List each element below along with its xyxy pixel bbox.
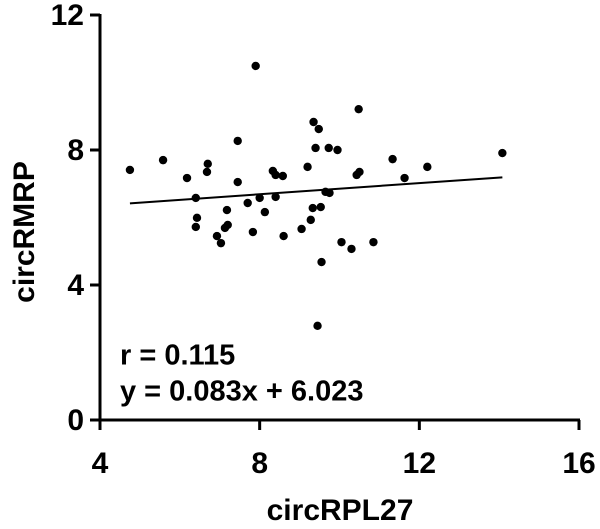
point <box>216 238 226 248</box>
point <box>271 170 280 180</box>
point <box>423 162 432 172</box>
x-tick-label: 8 <box>251 447 268 480</box>
point <box>251 61 260 71</box>
point <box>297 224 306 234</box>
point <box>192 213 202 223</box>
point <box>306 215 315 225</box>
point <box>347 244 356 254</box>
y-tick-label: 4 <box>67 269 84 302</box>
point <box>355 167 364 177</box>
point <box>278 171 288 181</box>
y-tick-label: 12 <box>51 0 84 32</box>
y-tick-label: 8 <box>67 134 84 167</box>
point <box>498 148 507 158</box>
point <box>271 192 280 202</box>
point <box>325 188 334 198</box>
point <box>191 222 200 232</box>
x-tick-label: 4 <box>92 447 109 480</box>
point <box>369 237 378 247</box>
point <box>388 154 397 164</box>
point <box>255 193 264 203</box>
point <box>333 145 342 155</box>
point <box>279 231 288 241</box>
point <box>222 205 232 215</box>
point <box>303 162 312 172</box>
point <box>248 227 258 237</box>
point <box>324 143 333 153</box>
point <box>233 136 242 146</box>
point <box>317 257 326 267</box>
x-tick-label: 16 <box>562 447 595 480</box>
point <box>260 207 270 217</box>
point <box>182 173 192 183</box>
point <box>337 237 346 247</box>
point <box>125 165 135 175</box>
point <box>400 173 409 183</box>
point <box>233 177 242 187</box>
point <box>311 143 320 153</box>
point <box>354 104 363 114</box>
y-axis-title: circRMRP <box>8 161 41 303</box>
point <box>243 198 252 208</box>
annotation: y = 0.083x + 6.023 <box>120 376 364 408</box>
point <box>203 159 212 169</box>
point <box>191 193 200 203</box>
point <box>308 203 317 213</box>
point <box>314 124 323 134</box>
point <box>313 321 322 331</box>
point <box>212 231 222 241</box>
x-tick-label: 12 <box>403 447 436 480</box>
point <box>158 155 168 165</box>
point <box>202 167 212 177</box>
point <box>316 202 325 212</box>
point <box>220 223 230 233</box>
point <box>309 117 318 127</box>
annotation: r = 0.115 <box>120 340 235 372</box>
y-tick-label: 0 <box>67 404 84 437</box>
x-axis-title: circRPL27 <box>267 494 414 527</box>
